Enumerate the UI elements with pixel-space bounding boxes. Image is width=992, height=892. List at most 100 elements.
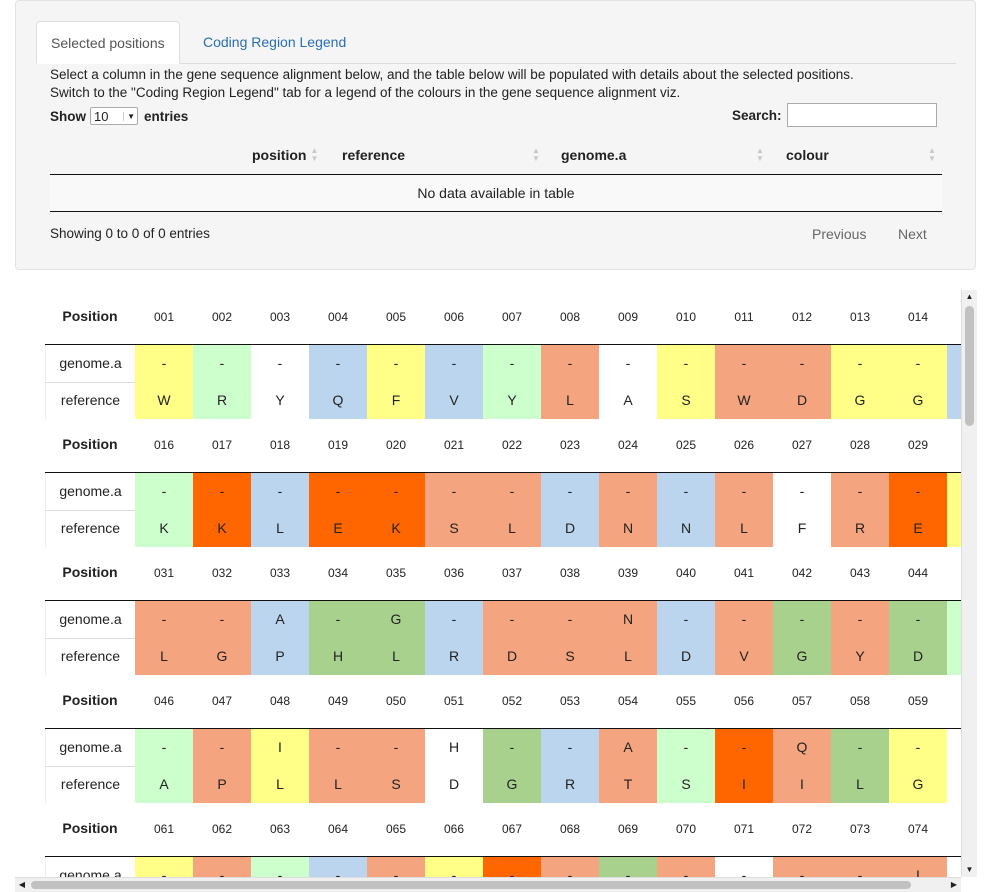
vertical-scroll-thumb[interactable] [965,306,974,426]
sequence-cell[interactable]: - [657,857,715,877]
position-number[interactable]: 005 [385,310,407,324]
sequence-cell[interactable]: K [193,510,251,547]
next-button[interactable]: Next [898,226,927,242]
sequence-cell[interactable]: A [599,382,657,419]
sequence-cell[interactable]: - [889,345,947,382]
sequence-cell[interactable]: - [831,473,889,510]
sequence-cell[interactable]: - [599,857,657,877]
position-number[interactable]: 020 [385,438,407,452]
position-number[interactable]: 023 [559,438,581,452]
sequence-cell[interactable]: R [541,766,599,803]
position-number[interactable]: 029 [907,438,929,452]
search-input[interactable] [786,103,937,127]
sequence-cell[interactable]: - [367,857,425,877]
sequence-cell[interactable]: - [135,601,193,638]
scroll-down-icon[interactable]: ▼ [965,865,974,874]
position-number[interactable]: 003 [269,310,291,324]
position-number[interactable]: 066 [443,822,465,836]
tab-coding-region-legend[interactable]: Coding Region Legend [203,34,347,50]
sequence-cell[interactable]: G [773,638,831,675]
position-number[interactable]: 044 [907,566,929,580]
scroll-left-icon[interactable]: ◀ [18,880,26,889]
sequence-cell[interactable]: - [715,345,773,382]
position-number[interactable]: 064 [327,822,349,836]
sequence-cell[interactable]: - [425,345,483,382]
sequence-cell[interactable]: S [541,638,599,675]
sequence-cell[interactable]: I [889,857,947,877]
sequence-cell[interactable]: - [599,473,657,510]
position-number[interactable]: 059 [907,694,929,708]
sequence-cell[interactable]: R [193,382,251,419]
sequence-cell[interactable]: D [425,766,483,803]
position-number[interactable]: 057 [791,694,813,708]
sequence-cell[interactable]: - [541,729,599,766]
sequence-cell[interactable]: - [483,345,541,382]
sequence-cell[interactable]: R [425,638,483,675]
sequence-cell[interactable]: - [135,857,193,877]
sequence-cell[interactable]: - [541,473,599,510]
sequence-cell[interactable]: - [483,729,541,766]
position-number[interactable]: 073 [849,822,871,836]
sequence-cell[interactable]: K [367,510,425,547]
sequence-cell[interactable]: S [657,382,715,419]
position-number[interactable]: 067 [501,822,523,836]
sequence-cell[interactable]: - [483,857,541,877]
sequence-cell[interactable]: L [483,510,541,547]
sequence-cell[interactable]: Y [831,638,889,675]
sequence-cell[interactable]: N [599,510,657,547]
sequence-cell[interactable]: - [831,729,889,766]
sequence-cell[interactable]: D [541,510,599,547]
position-number[interactable]: 004 [327,310,349,324]
sequence-cell[interactable]: L [251,510,309,547]
position-number[interactable]: 026 [733,438,755,452]
position-number[interactable]: 013 [849,310,871,324]
scroll-up-icon[interactable]: ▲ [965,292,974,301]
tab-selected-positions[interactable]: Selected positions [36,21,180,64]
sequence-cell[interactable]: - [483,601,541,638]
sequence-cell[interactable]: - [251,857,309,877]
sequence-cell[interactable]: P [251,638,309,675]
sequence-cell[interactable]: - [657,345,715,382]
sequence-cell[interactable]: - [541,601,599,638]
position-number[interactable]: 055 [675,694,697,708]
sequence-cell[interactable]: G [831,382,889,419]
position-number[interactable]: 014 [907,310,929,324]
sequence-cell[interactable]: - [193,729,251,766]
position-number[interactable]: 072 [791,822,813,836]
sequence-cell[interactable]: - [425,601,483,638]
position-number[interactable]: 033 [269,566,291,580]
position-number[interactable]: 054 [617,694,639,708]
sequence-cell[interactable]: N [657,510,715,547]
sequence-cell[interactable]: - [193,857,251,877]
column-header-position[interactable]: position ▲ ▼ [252,147,318,164]
sequence-cell[interactable]: G [889,382,947,419]
sequence-cell[interactable]: D [773,382,831,419]
sequence-cell[interactable]: R [831,510,889,547]
position-number[interactable]: 038 [559,566,581,580]
sequence-cell[interactable]: T [599,766,657,803]
sequence-cell[interactable]: D [657,638,715,675]
sequence-cell[interactable]: H [309,638,367,675]
position-number[interactable]: 042 [791,566,813,580]
sequence-cell[interactable]: - [657,729,715,766]
sequence-cell[interactable]: L [309,766,367,803]
sequence-cell[interactable]: S [425,510,483,547]
sequence-cell[interactable]: - [715,729,773,766]
sequence-cell[interactable]: L [251,766,309,803]
sequence-cell[interactable]: V [715,638,773,675]
position-number[interactable]: 069 [617,822,639,836]
sequence-cell[interactable]: - [367,345,425,382]
position-number[interactable]: 037 [501,566,523,580]
sequence-cell[interactable]: G [889,766,947,803]
position-number[interactable]: 010 [675,310,697,324]
sequence-cell[interactable]: N [599,601,657,638]
sequence-cell[interactable]: - [193,473,251,510]
sequence-cell[interactable]: G [367,601,425,638]
sequence-cell[interactable]: W [715,382,773,419]
sequence-cell[interactable]: I [773,766,831,803]
sequence-cell[interactable]: - [251,473,309,510]
sequence-cell[interactable]: S [367,766,425,803]
position-number[interactable]: 041 [733,566,755,580]
position-number[interactable]: 017 [211,438,233,452]
position-number[interactable]: 009 [617,310,639,324]
